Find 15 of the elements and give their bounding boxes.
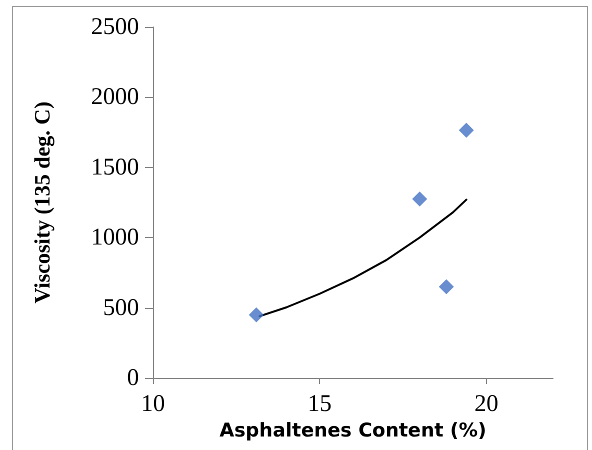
y-tick-label: 2000 <box>91 84 139 110</box>
y-axis-title: Viscosity (135 deg. C) <box>30 101 54 304</box>
point <box>412 191 428 206</box>
point <box>248 307 264 322</box>
point <box>458 122 474 138</box>
x-tick-label: 15 <box>308 391 332 417</box>
y-tick-label: 2500 <box>91 14 139 40</box>
x-tick-label: 10 <box>141 391 165 417</box>
y-tick-label: 1500 <box>91 154 139 180</box>
x-axis-title: Asphaltenes Content (%) <box>220 419 486 442</box>
point <box>438 279 454 294</box>
y-tick-label: 500 <box>103 294 139 321</box>
x-tick-label: 20 <box>474 391 498 417</box>
y-tick-label: 0 <box>127 365 139 391</box>
y-tick-label: 1000 <box>91 224 139 251</box>
